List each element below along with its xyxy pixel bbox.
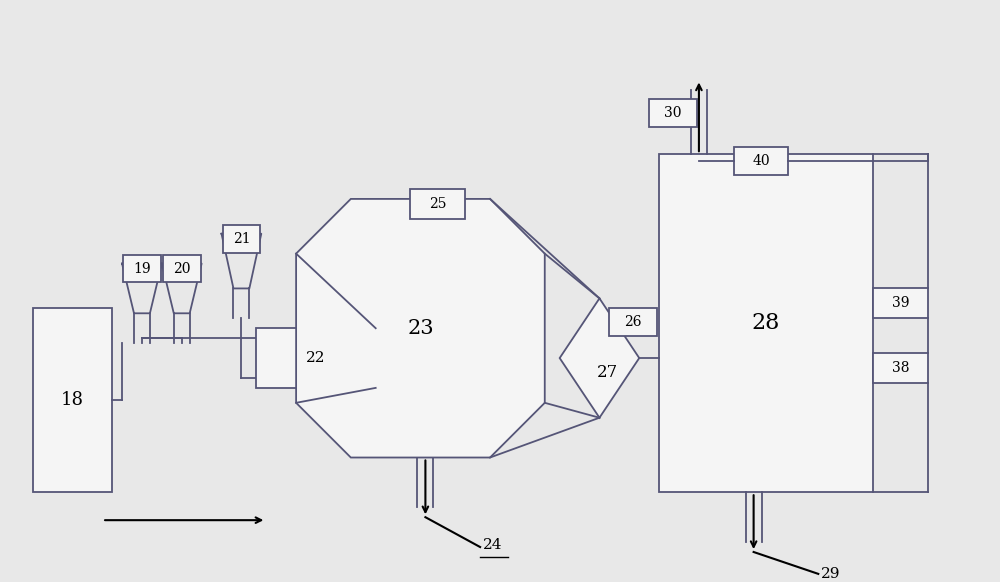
Bar — [33, 308, 112, 492]
Text: 38: 38 — [892, 361, 909, 375]
Bar — [734, 147, 788, 175]
Text: 29: 29 — [821, 567, 841, 581]
Bar — [659, 154, 873, 492]
Text: 28: 28 — [752, 312, 780, 334]
Polygon shape — [296, 199, 545, 457]
Text: 21: 21 — [233, 232, 250, 246]
Text: 20: 20 — [173, 261, 190, 275]
Bar — [123, 254, 161, 282]
Text: 39: 39 — [892, 296, 909, 310]
Text: 26: 26 — [625, 315, 642, 329]
Text: 40: 40 — [752, 154, 770, 168]
Bar — [873, 289, 928, 318]
Bar — [609, 308, 657, 336]
Text: 30: 30 — [664, 107, 682, 120]
Bar — [410, 189, 465, 219]
Text: 24: 24 — [483, 538, 503, 552]
Bar — [256, 328, 376, 388]
Text: 19: 19 — [133, 261, 151, 275]
Text: 18: 18 — [61, 391, 84, 409]
Text: 23: 23 — [407, 319, 434, 338]
Bar — [649, 100, 697, 127]
Text: 25: 25 — [429, 197, 447, 211]
Bar — [163, 254, 201, 282]
Bar — [223, 225, 260, 253]
Polygon shape — [560, 299, 639, 418]
Text: 22: 22 — [306, 351, 326, 365]
Bar — [873, 353, 928, 383]
Text: 27: 27 — [597, 364, 618, 381]
